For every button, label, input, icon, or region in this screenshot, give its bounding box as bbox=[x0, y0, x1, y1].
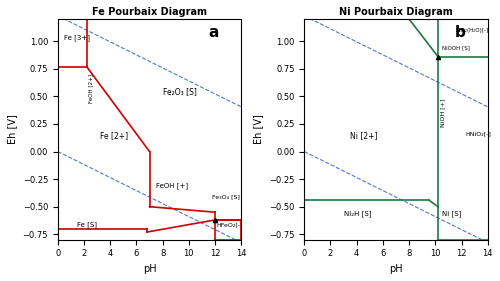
Text: HFeO₂[-]: HFeO₂[-] bbox=[216, 223, 243, 228]
Text: Fe₃O₄ [S]: Fe₃O₄ [S] bbox=[212, 194, 240, 199]
Text: Ni [2+]: Ni [2+] bbox=[350, 131, 378, 140]
Title: Fe Pourbaix Diagram: Fe Pourbaix Diagram bbox=[92, 7, 207, 17]
Text: Fe₂O₃ [S]: Fe₂O₃ [S] bbox=[162, 87, 196, 96]
Text: NiO₂(H₂O)[-]: NiO₂(H₂O)[-] bbox=[455, 28, 488, 33]
Text: NiOH [+]: NiOH [+] bbox=[440, 99, 445, 127]
Y-axis label: Eh [V]: Eh [V] bbox=[7, 114, 17, 144]
Text: Ni [S]: Ni [S] bbox=[442, 210, 462, 217]
Text: NiOOH [S]: NiOOH [S] bbox=[442, 45, 470, 50]
Text: Ni₂H [S]: Ni₂H [S] bbox=[344, 210, 371, 217]
Text: HNiO₂[-]: HNiO₂[-] bbox=[466, 131, 491, 136]
Title: Ni Pourbaix Diagram: Ni Pourbaix Diagram bbox=[339, 7, 453, 17]
Text: Fe [S]: Fe [S] bbox=[78, 221, 98, 228]
Text: FeOH [2+]: FeOH [2+] bbox=[88, 74, 94, 103]
Text: b: b bbox=[455, 25, 466, 40]
Text: FeOH [+]: FeOH [+] bbox=[156, 182, 188, 189]
Text: Fe [3+]: Fe [3+] bbox=[64, 34, 90, 41]
Text: Fe [2+]: Fe [2+] bbox=[100, 131, 128, 140]
X-axis label: pH: pH bbox=[389, 264, 403, 274]
X-axis label: pH: pH bbox=[142, 264, 156, 274]
Y-axis label: Eh [V]: Eh [V] bbox=[254, 114, 264, 144]
Text: a: a bbox=[208, 25, 218, 40]
